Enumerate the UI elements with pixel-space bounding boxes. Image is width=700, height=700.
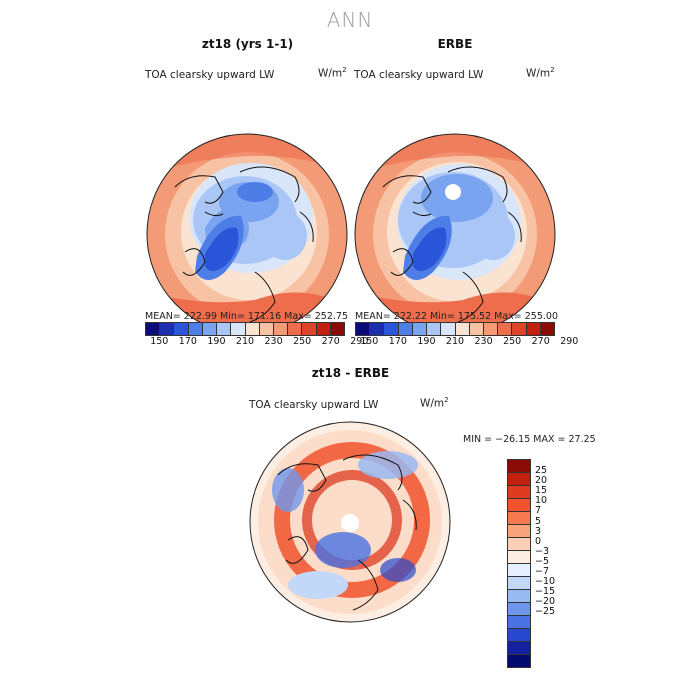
- colorbar-tick-label: 190: [207, 336, 226, 347]
- colorbar-swatch: [508, 616, 530, 629]
- panel-title-obs: ERBE: [437, 37, 473, 51]
- colorbar-tick-label: 250: [503, 336, 522, 347]
- diff-variable-label: TOA clearsky upward LW: [249, 399, 379, 411]
- colorbar-diff: [507, 459, 531, 668]
- colorbar-swatch: [316, 323, 331, 335]
- polar-map-diff: [249, 421, 451, 623]
- colorbar-swatch: [412, 323, 428, 335]
- colorbar-tick-label: 10: [535, 495, 548, 507]
- colorbar-swatch: [508, 512, 530, 525]
- colorbar-tick-label: 5: [535, 515, 542, 527]
- colorbar-swatch: [160, 323, 175, 335]
- colorbar-swatch: [508, 564, 530, 577]
- diff-title: zt18 - ERBE: [311, 366, 390, 380]
- colorbar-swatch: [508, 590, 530, 603]
- diff-stats: MIN = −26.15 MAX = 27.25: [463, 434, 596, 445]
- colorbar-swatch: [508, 629, 530, 642]
- colorbar-swatch: [508, 551, 530, 564]
- colorbar-swatch: [202, 323, 218, 335]
- colorbar-tick-label: 290: [560, 336, 579, 347]
- colorbar-swatch: [259, 323, 274, 335]
- colorbar-tick-label: 210: [235, 336, 255, 347]
- colorbar-swatch: [288, 323, 303, 335]
- colorbar-tick-label: 230: [264, 336, 283, 347]
- colorbar-tick-label: 270: [321, 336, 340, 347]
- polar-map-model: [146, 133, 348, 335]
- colorbar-swatch: [508, 642, 530, 655]
- colorbar-swatch: [508, 473, 530, 486]
- panel-title-model: zt18 (yrs 1-1): [201, 37, 294, 51]
- colorbar-tick-label: −20: [535, 596, 556, 608]
- colorbar-swatch: [356, 323, 371, 335]
- colorbar-swatch: [217, 323, 232, 335]
- colorbar-swatch: [469, 323, 484, 335]
- colorbar-swatch: [370, 323, 385, 335]
- colorbar-tick-label: 25: [535, 465, 548, 476]
- colorbar-tick-label: 250: [293, 336, 312, 347]
- colorbar-swatch: [508, 525, 530, 538]
- colorbar-swatch: [455, 323, 470, 335]
- colorbar-swatch: [273, 323, 289, 335]
- panel-variable-label-model: TOA clearsky upward LW: [145, 69, 275, 81]
- panel-units-model: W/m2: [318, 66, 347, 80]
- colorbar-tick-label: −25: [535, 606, 556, 618]
- colorbar-tick-label: −15: [535, 586, 556, 598]
- colorbar-swatch: [508, 655, 530, 667]
- panel-stats-model: MEAN= 222.99 Min= 171.16 Max= 252.75: [145, 311, 349, 322]
- colorbar-swatch: [540, 323, 555, 335]
- polar-map-obs: [354, 133, 556, 335]
- colorbar-tick-label: 170: [178, 336, 197, 347]
- colorbar-tick-label: 290: [350, 336, 369, 347]
- colorbar-tick-label: −10: [535, 576, 556, 588]
- panel-units-obs: W/m2: [526, 66, 555, 80]
- colorbar-tick-label: −5: [535, 555, 550, 567]
- colorbar-obs: 150 170 190 210 230 250 270 290: [355, 322, 578, 350]
- colorbar-swatch: [483, 323, 499, 335]
- figure-title: ANN: [326, 8, 374, 32]
- colorbar-tick-label: 210: [445, 336, 465, 347]
- colorbar-swatch: [441, 323, 456, 335]
- panel-variable-label-obs: TOA clearsky upward LW: [354, 69, 484, 81]
- colorbar-tick-label: 150: [150, 336, 169, 347]
- colorbar-tick-label: 230: [474, 336, 493, 347]
- panel-stats-obs: MEAN= 222.22 Min= 175.52 Max= 255.00: [355, 311, 559, 322]
- colorbar-tick-label: 190: [417, 336, 436, 347]
- colorbar-swatch: [508, 460, 530, 473]
- colorbar-swatch: [508, 486, 530, 499]
- colorbar-swatch: [508, 603, 530, 616]
- colorbar-model: 150 170 190 210 230 250 270 290: [145, 322, 368, 350]
- colorbar-swatch: [427, 323, 442, 335]
- colorbar-tick-label: 0: [535, 535, 542, 547]
- colorbar-tick-label: 20: [535, 475, 548, 487]
- colorbar-swatch: [512, 323, 527, 335]
- colorbar-swatch: [498, 323, 513, 335]
- colorbar-tick-label: 15: [535, 485, 548, 497]
- colorbar-tick-label: 170: [388, 336, 407, 347]
- colorbar-tick-label: 7: [535, 505, 542, 517]
- colorbar-swatch: [526, 323, 541, 335]
- colorbar-diff-labels: 25 20 15 10 7 5 3 0 −3 −5 −7 −10 −15 −20 −25: [535, 459, 595, 659]
- colorbar-swatch: [231, 323, 246, 335]
- colorbar-swatch: [330, 323, 345, 335]
- colorbar-swatch: [174, 323, 189, 335]
- colorbar-swatch: [146, 323, 161, 335]
- colorbar-tick-label: −7: [535, 566, 550, 577]
- diff-units: W/m2: [420, 396, 449, 410]
- colorbar-swatch: [188, 323, 203, 335]
- colorbar-swatch: [384, 323, 399, 335]
- colorbar-swatch: [508, 538, 530, 551]
- colorbar-swatch: [398, 323, 413, 335]
- colorbar-swatch: [508, 577, 530, 590]
- colorbar-swatch: [245, 323, 260, 335]
- colorbar-swatch: [302, 323, 317, 335]
- colorbar-tick-label: 3: [535, 525, 542, 537]
- colorbar-tick-label: 150: [360, 336, 379, 347]
- colorbar-swatch: [508, 499, 530, 512]
- colorbar-tick-label: −3: [535, 545, 550, 557]
- colorbar-tick-label: 270: [531, 336, 550, 347]
